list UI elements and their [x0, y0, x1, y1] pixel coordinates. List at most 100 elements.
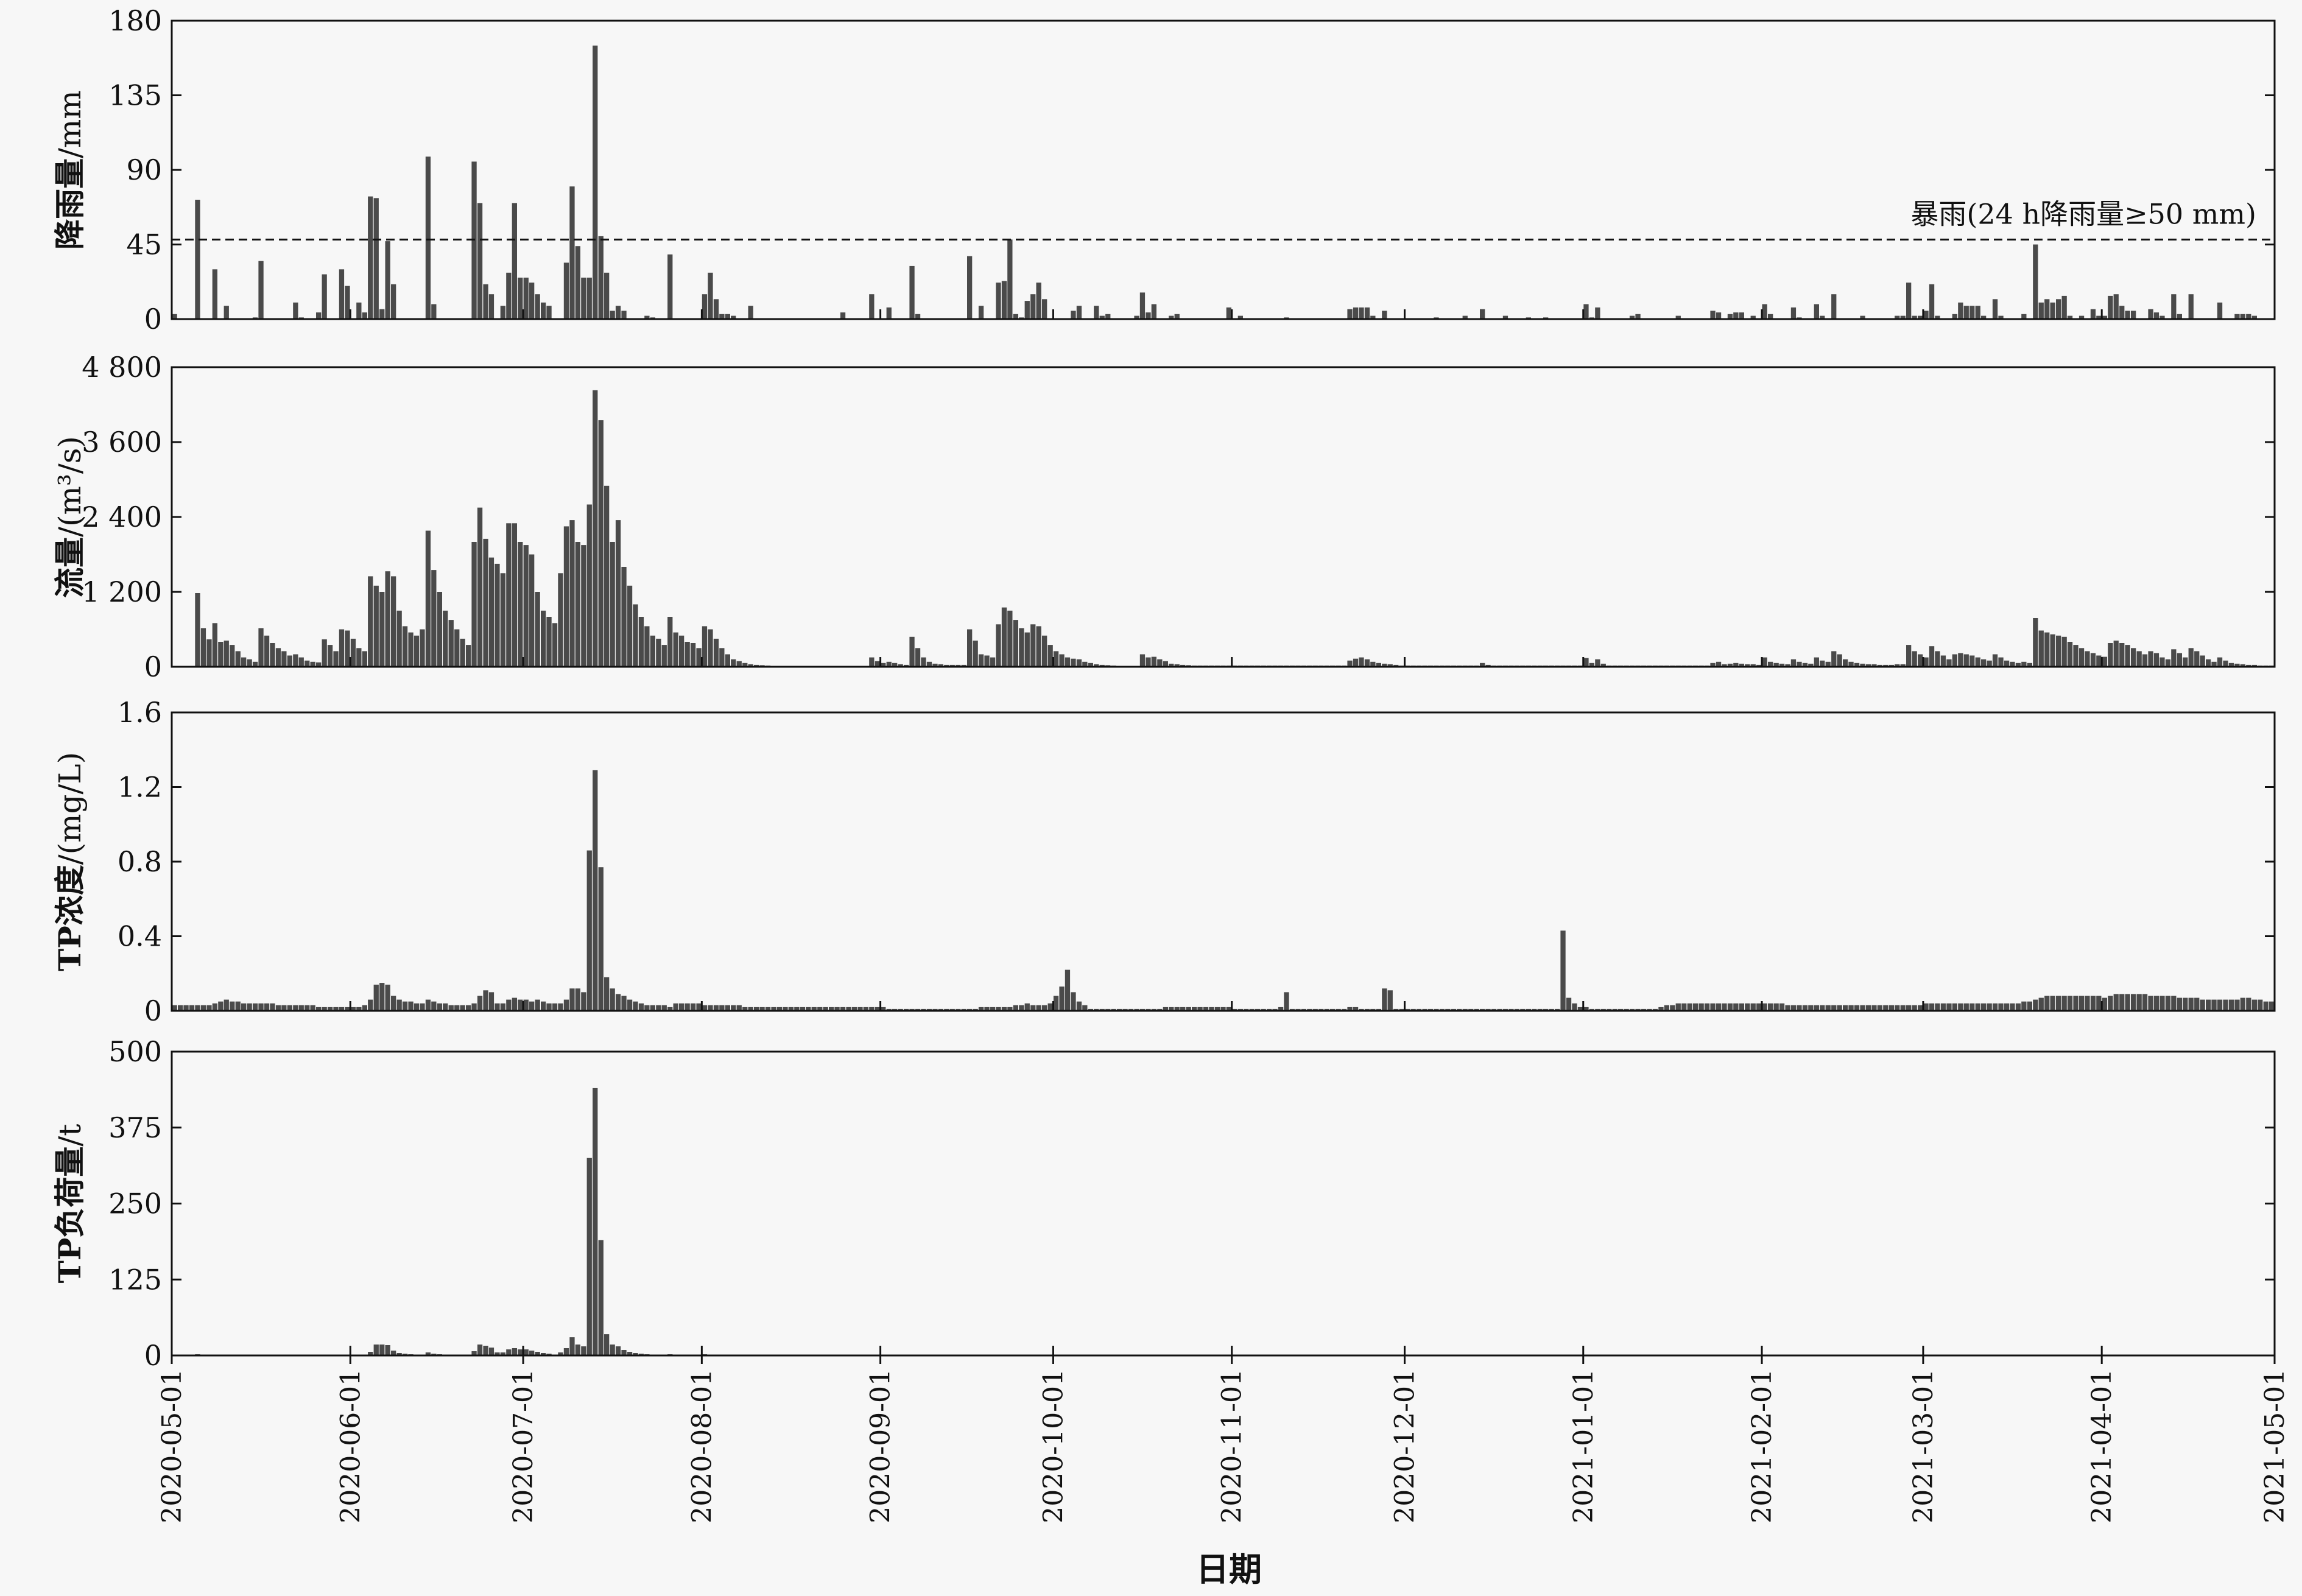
bar — [483, 990, 488, 1011]
bar — [287, 1005, 292, 1011]
bar — [656, 1005, 661, 1011]
bar — [379, 309, 385, 319]
bar — [1906, 283, 1912, 319]
bar — [2177, 314, 2182, 319]
bar — [1883, 664, 1888, 667]
bar — [1658, 1007, 1664, 1011]
bar — [230, 1001, 235, 1011]
bar — [569, 988, 575, 1011]
bar — [771, 1007, 776, 1011]
bar — [610, 988, 615, 1011]
bar — [241, 657, 247, 667]
bar — [1888, 664, 1894, 667]
y-axis-label: TP浓度/(mg/L) — [52, 752, 88, 971]
bar — [500, 1003, 505, 1011]
bar — [235, 651, 241, 667]
bar — [1387, 990, 1393, 1011]
bar — [1555, 1008, 1560, 1011]
bar — [1969, 1003, 1975, 1011]
bar — [1457, 1008, 1462, 1011]
bar — [1088, 663, 1093, 667]
x-tick-label: 2020-10-01 — [1038, 1369, 1069, 1524]
bar — [1324, 1008, 1329, 1011]
bar — [247, 1003, 252, 1011]
bar — [1589, 1008, 1594, 1011]
bar — [961, 1008, 966, 1011]
bar — [1739, 663, 1744, 667]
bar — [368, 196, 373, 319]
bar — [2165, 659, 2171, 667]
bar — [1071, 992, 1076, 1011]
bar — [512, 203, 517, 319]
bar — [1981, 315, 1987, 319]
bar — [373, 198, 379, 319]
bar — [1716, 312, 1722, 319]
bar — [506, 272, 512, 319]
bar — [586, 1158, 592, 1355]
bar — [558, 1352, 563, 1355]
bar — [224, 306, 229, 319]
bar — [1808, 663, 1814, 667]
bar — [1935, 651, 1940, 667]
bar — [1042, 1005, 1047, 1011]
bar — [541, 610, 546, 667]
bar — [488, 557, 495, 667]
bar — [788, 1007, 794, 1011]
bar — [2044, 299, 2050, 319]
bar — [1105, 1008, 1111, 1011]
bar — [1036, 283, 1041, 319]
bar — [1733, 1003, 1739, 1011]
bar — [1895, 664, 1900, 667]
bar — [563, 1348, 569, 1355]
y-tick-label: 1.2 — [118, 771, 162, 804]
bar — [1929, 284, 1935, 319]
panel-3-bars — [172, 770, 2275, 1011]
bar — [2200, 655, 2205, 667]
panel-2: 0 1 200 2 400 3 600 4 800 流量/(m³/s) — [52, 351, 2276, 683]
bar — [1952, 654, 1957, 667]
bar — [529, 554, 535, 667]
bar — [2108, 996, 2113, 1011]
bar — [2217, 999, 2223, 1011]
bar — [1416, 1008, 1422, 1011]
bar — [2240, 997, 2245, 1011]
bar — [898, 664, 903, 667]
bar — [869, 1007, 875, 1011]
bar — [817, 1007, 823, 1011]
bar — [1888, 1005, 1894, 1011]
bar — [1963, 306, 1969, 319]
bar — [1502, 1008, 1508, 1011]
bar — [926, 1008, 932, 1011]
bar — [1514, 1008, 1519, 1011]
bar — [2108, 643, 2113, 667]
bar — [1359, 1008, 1364, 1011]
bar — [633, 1001, 638, 1011]
bar — [460, 1005, 465, 1011]
y-tick-label: 1.6 — [118, 696, 162, 729]
bar — [673, 1003, 678, 1011]
bar — [1001, 1007, 1007, 1011]
bar — [2177, 653, 2182, 667]
bar — [552, 623, 558, 667]
bar — [304, 660, 310, 667]
bar — [437, 1003, 442, 1011]
bar — [345, 286, 350, 319]
bar — [1802, 663, 1808, 667]
bar — [1877, 1005, 1882, 1011]
bar — [1001, 281, 1007, 319]
bar — [477, 507, 483, 667]
bar — [563, 526, 569, 667]
bar — [1105, 314, 1111, 319]
bar — [719, 1005, 725, 1011]
bar — [1600, 663, 1606, 667]
bar — [310, 661, 315, 667]
bar — [661, 645, 667, 667]
bar — [2159, 996, 2165, 1011]
bar — [477, 1345, 483, 1355]
bar — [2206, 659, 2211, 667]
bar — [1923, 657, 1929, 667]
bar — [869, 294, 875, 319]
bar — [569, 1337, 575, 1355]
bar — [1497, 1008, 1502, 1011]
bar — [258, 1003, 264, 1011]
